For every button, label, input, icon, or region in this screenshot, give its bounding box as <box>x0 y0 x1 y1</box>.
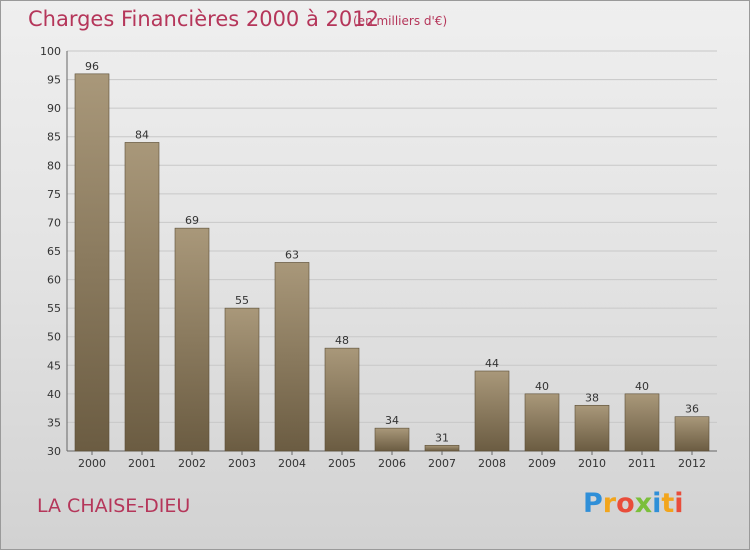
x-tick-label: 2008 <box>478 457 506 470</box>
data-label: 38 <box>585 391 599 404</box>
y-tick-label: 65 <box>47 245 61 258</box>
logo-letter: i <box>674 488 684 519</box>
x-tick-label: 2002 <box>178 457 206 470</box>
y-tick-label: 50 <box>47 331 61 344</box>
y-tick-label: 75 <box>47 188 61 201</box>
data-label: 40 <box>635 380 649 393</box>
x-tick-label: 2005 <box>328 457 356 470</box>
x-tick-label: 2007 <box>428 457 456 470</box>
y-tick-label: 40 <box>47 388 61 401</box>
y-tick-label: 70 <box>47 216 61 229</box>
bar <box>524 393 560 452</box>
data-label: 36 <box>685 403 699 416</box>
x-tick-label: 2009 <box>528 457 556 470</box>
x-tick-label: 2001 <box>128 457 156 470</box>
bar <box>474 370 510 452</box>
bar <box>224 307 260 452</box>
bar <box>174 227 210 452</box>
y-tick-label: 80 <box>47 159 61 172</box>
data-label: 84 <box>135 128 149 141</box>
bar <box>274 262 310 452</box>
bar <box>124 142 160 452</box>
x-tick-label: 2012 <box>678 457 706 470</box>
y-tick-label: 100 <box>40 45 61 58</box>
data-label: 63 <box>285 248 299 261</box>
y-tick-label: 90 <box>47 102 61 115</box>
data-label: 34 <box>385 414 399 427</box>
chart-title: Charges Financières 2000 à 2012 <box>28 7 379 31</box>
y-tick-label: 55 <box>47 302 61 315</box>
bar <box>324 347 360 452</box>
bar <box>674 416 710 452</box>
data-label: 55 <box>235 294 249 307</box>
logo-letter: i <box>652 488 662 519</box>
x-tick-label: 2011 <box>628 457 656 470</box>
data-label: 31 <box>435 431 449 444</box>
y-tick-label: 85 <box>47 131 61 144</box>
logo-letter: t <box>661 488 675 519</box>
data-label: 48 <box>335 334 349 347</box>
x-tick-label: 2010 <box>578 457 606 470</box>
bar <box>74 73 110 452</box>
x-tick-label: 2004 <box>278 457 306 470</box>
x-tick-label: 2006 <box>378 457 406 470</box>
data-label: 96 <box>85 60 99 73</box>
data-label: 44 <box>485 357 499 370</box>
place-name: LA CHAISE-DIEU <box>37 495 191 517</box>
chart-subtitle: (en milliers d'€) <box>353 14 448 28</box>
bar <box>574 404 610 452</box>
x-tick-label: 2003 <box>228 457 256 470</box>
logo-letter: r <box>602 488 617 519</box>
data-label: 69 <box>185 214 199 227</box>
proxiti-logo: Proxiti <box>583 488 684 519</box>
bar <box>624 393 660 452</box>
logo-letter: x <box>634 488 653 519</box>
data-label: 40 <box>535 380 549 393</box>
logo-letter: P <box>583 488 603 519</box>
y-tick-label: 45 <box>47 359 61 372</box>
x-tick-label: 2000 <box>78 457 106 470</box>
bar <box>424 444 460 452</box>
bar <box>374 427 410 452</box>
y-tick-label: 60 <box>47 274 61 287</box>
y-tick-label: 35 <box>47 416 61 429</box>
logo-letter: o <box>616 488 635 519</box>
y-tick-label: 95 <box>47 74 61 87</box>
y-tick-label: 30 <box>47 445 61 458</box>
